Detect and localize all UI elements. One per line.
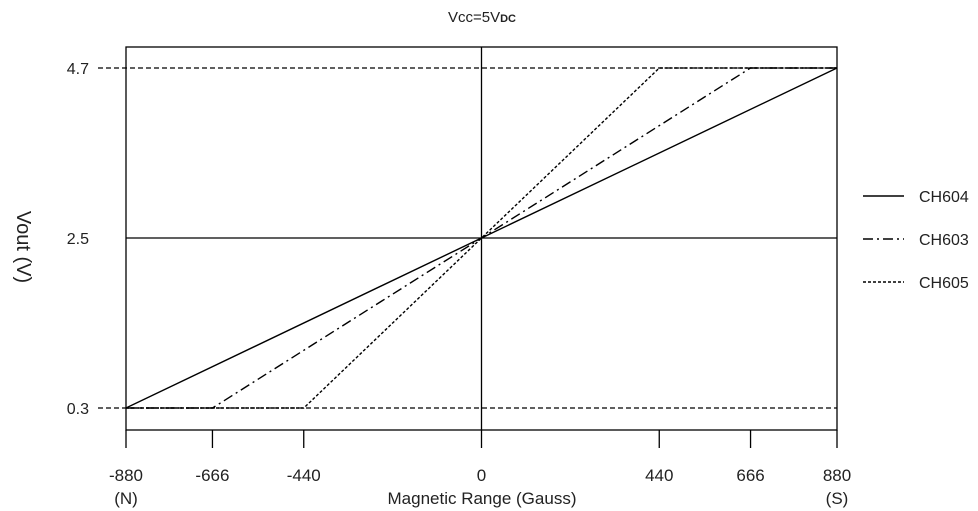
legend-label-ch603: CH603 [919,232,969,249]
chart-title: Vcc=5VDC [448,9,516,26]
y-tick-label: 4.7 [67,61,89,78]
y-tick-label: 0.3 [67,401,89,418]
legend-label-ch605: CH605 [919,275,969,292]
x-tick-label: -880 [109,466,143,485]
x-tick-label: 666 [736,466,764,485]
x-end-label-right: (S) [826,489,849,508]
x-tick-label: 440 [645,466,673,485]
x-tick-label: 880 [823,466,851,485]
x-tick-label: -666 [195,466,229,485]
x-tick-label: -440 [287,466,321,485]
x-axis-label: Magnetic Range (Gauss) [388,489,577,508]
x-tick-label: 0 [477,466,486,485]
y-tick-label: 2.5 [67,231,89,248]
series-line-ch603 [126,67,837,409]
x-end-label-left: (N) [114,489,138,508]
legend-label-ch604: CH604 [919,189,969,206]
y-axis-label: Vout (V) [12,211,34,283]
